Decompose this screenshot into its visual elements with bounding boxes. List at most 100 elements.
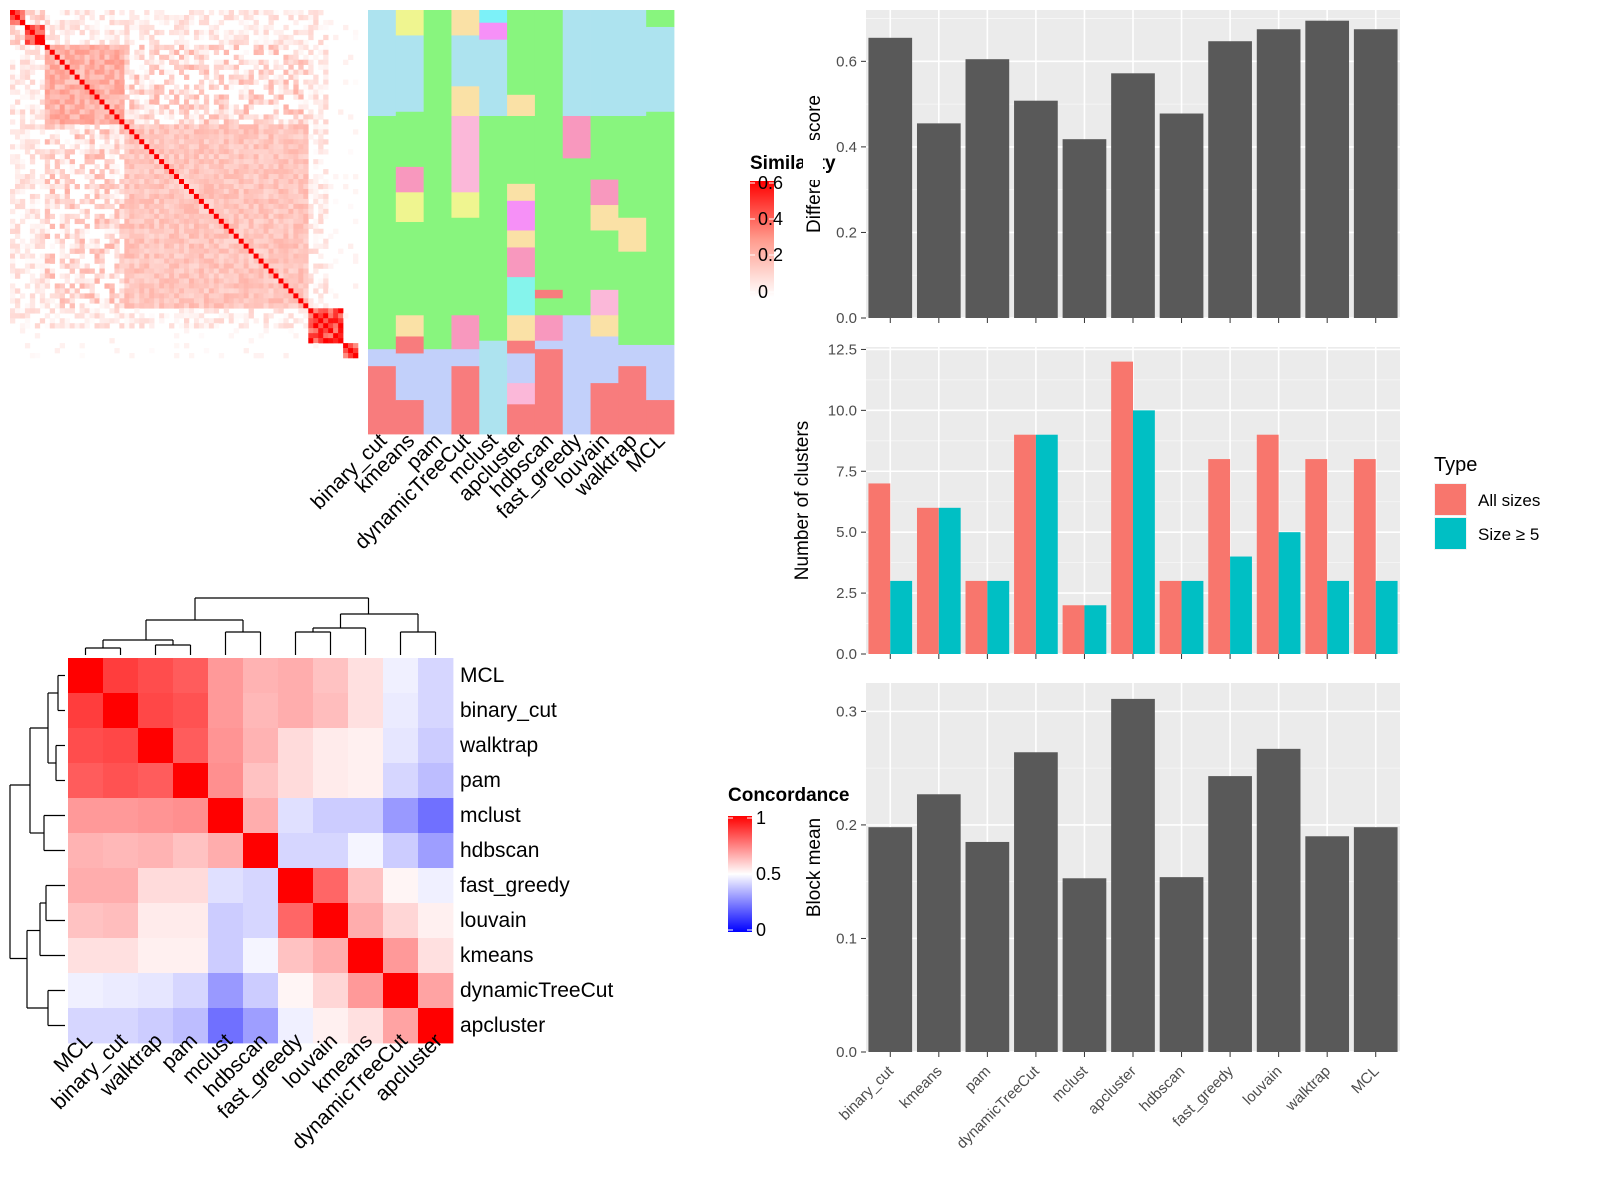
similarity-cell xyxy=(129,84,135,90)
similarity-cell xyxy=(109,238,115,244)
similarity-cell xyxy=(218,253,225,259)
similarity-cell xyxy=(174,149,180,155)
similarity-cell xyxy=(119,79,125,85)
similarity-cell xyxy=(348,54,354,61)
similarity-cell xyxy=(184,69,190,75)
similarity-cell xyxy=(243,134,249,140)
similarity-cell xyxy=(79,149,85,155)
similarity-cell xyxy=(24,69,31,75)
similarity-cell xyxy=(24,124,31,130)
similarity-cell xyxy=(129,323,135,329)
similarity-cell xyxy=(159,283,165,289)
similarity-cell xyxy=(268,193,274,200)
similarity-cell xyxy=(213,223,220,230)
similarity-cell xyxy=(248,218,254,225)
similarity-cell xyxy=(198,208,205,215)
similarity-cell xyxy=(49,213,56,220)
similarity-cell xyxy=(283,288,289,294)
similarity-cell xyxy=(124,318,130,324)
similarity-cell xyxy=(134,188,140,195)
similarity-cell xyxy=(338,308,344,314)
similarity-cell xyxy=(174,94,180,100)
similarity-cell xyxy=(268,24,274,31)
similarity-cell xyxy=(243,203,249,210)
similarity-cell xyxy=(273,243,279,249)
similarity-cell xyxy=(64,89,70,95)
similarity-cell xyxy=(159,144,165,150)
similarity-cell xyxy=(29,213,36,220)
similarity-cell xyxy=(79,238,85,244)
similarity-cell xyxy=(298,283,304,289)
similarity-cell xyxy=(10,69,16,75)
similarity-cell xyxy=(64,114,70,120)
similarity-cell xyxy=(174,49,180,56)
similarity-cell xyxy=(208,288,215,294)
similarity-cell xyxy=(273,159,279,165)
similarity-cell xyxy=(203,139,210,145)
concordance-cell xyxy=(348,833,384,869)
similarity-cell xyxy=(159,213,165,220)
similarity-cell xyxy=(34,179,41,185)
similarity-cell xyxy=(24,64,31,70)
similarity-cell xyxy=(283,10,289,16)
similarity-cell xyxy=(318,39,324,46)
similarity-cell xyxy=(84,149,90,155)
similarity-cell xyxy=(14,233,21,239)
similarity-cell xyxy=(84,154,90,160)
similarity-cell xyxy=(233,228,239,235)
similarity-cell xyxy=(39,174,46,180)
concordance-cell xyxy=(138,973,174,1009)
concordance-cell xyxy=(103,798,139,834)
similarity-cell xyxy=(149,144,155,150)
similarity-cell xyxy=(283,268,289,274)
similarity-cell xyxy=(39,243,46,249)
concordance-legend-tick: 0.5 xyxy=(756,864,781,884)
similarity-cell xyxy=(39,293,46,299)
similarity-cell xyxy=(243,14,249,21)
concordance-row-label-pam: pam xyxy=(460,769,501,792)
similarity-cell xyxy=(179,218,185,225)
similarity-cell xyxy=(213,114,220,120)
similarity-cell xyxy=(179,144,185,150)
similarity-cell xyxy=(164,94,170,100)
similarity-cell xyxy=(14,308,21,314)
concordance-cell xyxy=(418,1008,454,1044)
similarity-cell xyxy=(198,193,205,200)
similarity-cell xyxy=(24,313,31,319)
similarity-cell xyxy=(179,193,185,200)
similarity-cell xyxy=(273,278,279,284)
similarity-cell xyxy=(253,124,259,130)
similarity-cell xyxy=(303,258,309,264)
similarity-cell xyxy=(293,198,299,205)
similarity-cell xyxy=(114,188,120,195)
concordance-cell xyxy=(418,658,454,694)
similarity-cell xyxy=(253,278,259,284)
similarity-cell xyxy=(228,109,235,115)
similarity-cell xyxy=(104,49,110,56)
similarity-cell xyxy=(258,74,264,80)
similarity-cell xyxy=(124,278,130,284)
similarity-cell xyxy=(64,228,70,235)
similarity-cell xyxy=(193,253,200,259)
similarity-cell xyxy=(268,179,274,185)
similarity-cell xyxy=(84,263,90,269)
similarity-cell xyxy=(134,139,140,145)
similarity-cell xyxy=(159,193,165,200)
similarity-cell xyxy=(59,228,65,235)
similarity-cell xyxy=(129,179,135,185)
similarity-cell xyxy=(129,288,135,294)
similarity-cell xyxy=(233,218,239,225)
similarity-cell xyxy=(64,278,70,284)
similarity-cell xyxy=(44,19,51,26)
similarity-cell xyxy=(69,323,75,329)
similarity-cell xyxy=(208,134,215,140)
similarity-cell xyxy=(288,10,294,16)
similarity-cell xyxy=(94,218,100,225)
similarity-cell xyxy=(223,303,230,309)
similarity-cell xyxy=(213,213,220,220)
similarity-cell xyxy=(149,303,155,309)
similarity-cell xyxy=(184,94,190,100)
y-tick-label: 0.0 xyxy=(836,646,857,663)
similarity-cell xyxy=(298,59,304,65)
similarity-cell xyxy=(193,213,200,220)
